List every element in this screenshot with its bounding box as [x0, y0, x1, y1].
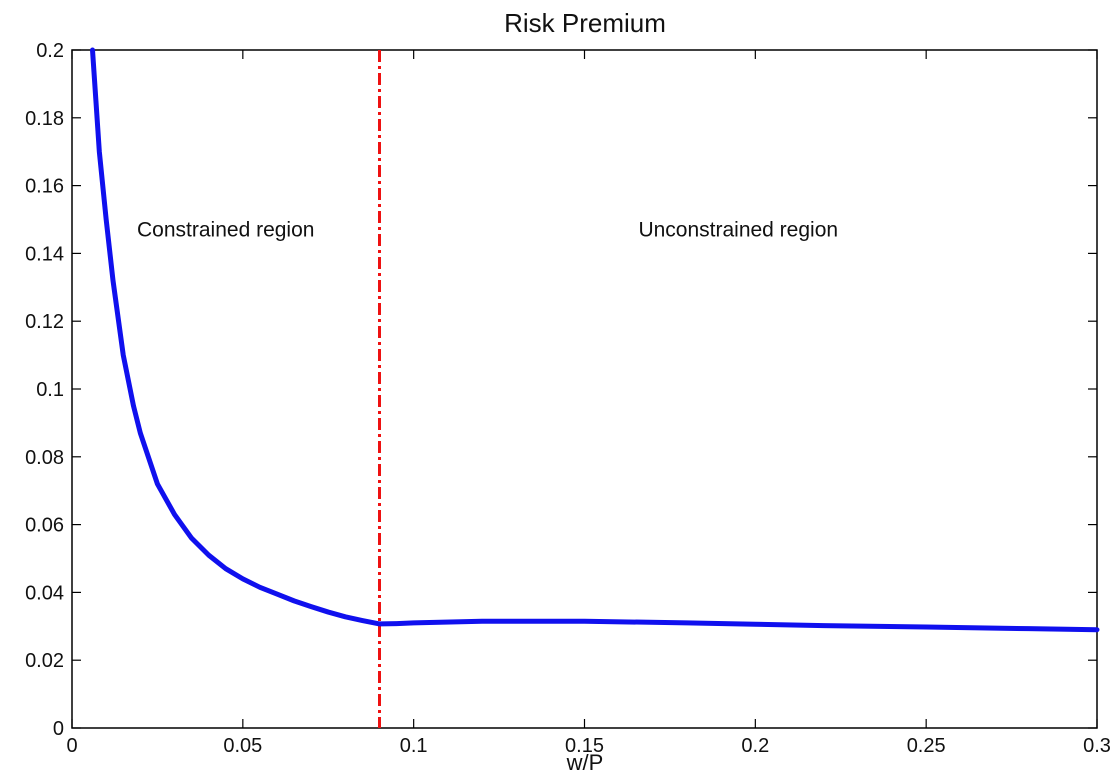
- y-tick-label: 0.16: [25, 176, 64, 198]
- y-tick-label: 0: [53, 718, 64, 740]
- region-annotation: Constrained region: [137, 218, 314, 241]
- x-tick-label: 0.15: [565, 735, 604, 757]
- y-tick-label: 0.18: [25, 108, 64, 130]
- region-annotation: Unconstrained region: [638, 218, 838, 241]
- x-tick-label: 0.2: [741, 735, 769, 757]
- x-tick-label: 0.1: [400, 735, 428, 757]
- risk-premium-line: [90, 47, 1100, 633]
- chart-title: Risk Premium: [504, 8, 666, 38]
- y-tick-label: 0.02: [25, 650, 64, 672]
- plot-area: 0 0.05 0.1 0.15 0.2 0.25 0.3 0 0.02 0.04 0.06 0.08 0…: [25, 40, 1111, 757]
- y-tick-label: 0.12: [25, 311, 64, 333]
- y-tick-label: 0.04: [25, 582, 64, 604]
- y-tick-label: 0.08: [25, 447, 64, 469]
- x-tick-label: 0.05: [223, 735, 262, 757]
- y-tick-label: 0.2: [36, 40, 64, 62]
- x-tick-label: 0.25: [907, 735, 946, 757]
- y-tick-label: 0.06: [25, 515, 64, 537]
- y-tick-label: 0.14: [25, 243, 64, 265]
- y-tick-label: 0.1: [36, 379, 64, 401]
- x-axis-label: w/P: [566, 750, 604, 775]
- x-tick-label: 0: [66, 735, 77, 757]
- x-tick-label: 0.3: [1083, 735, 1111, 757]
